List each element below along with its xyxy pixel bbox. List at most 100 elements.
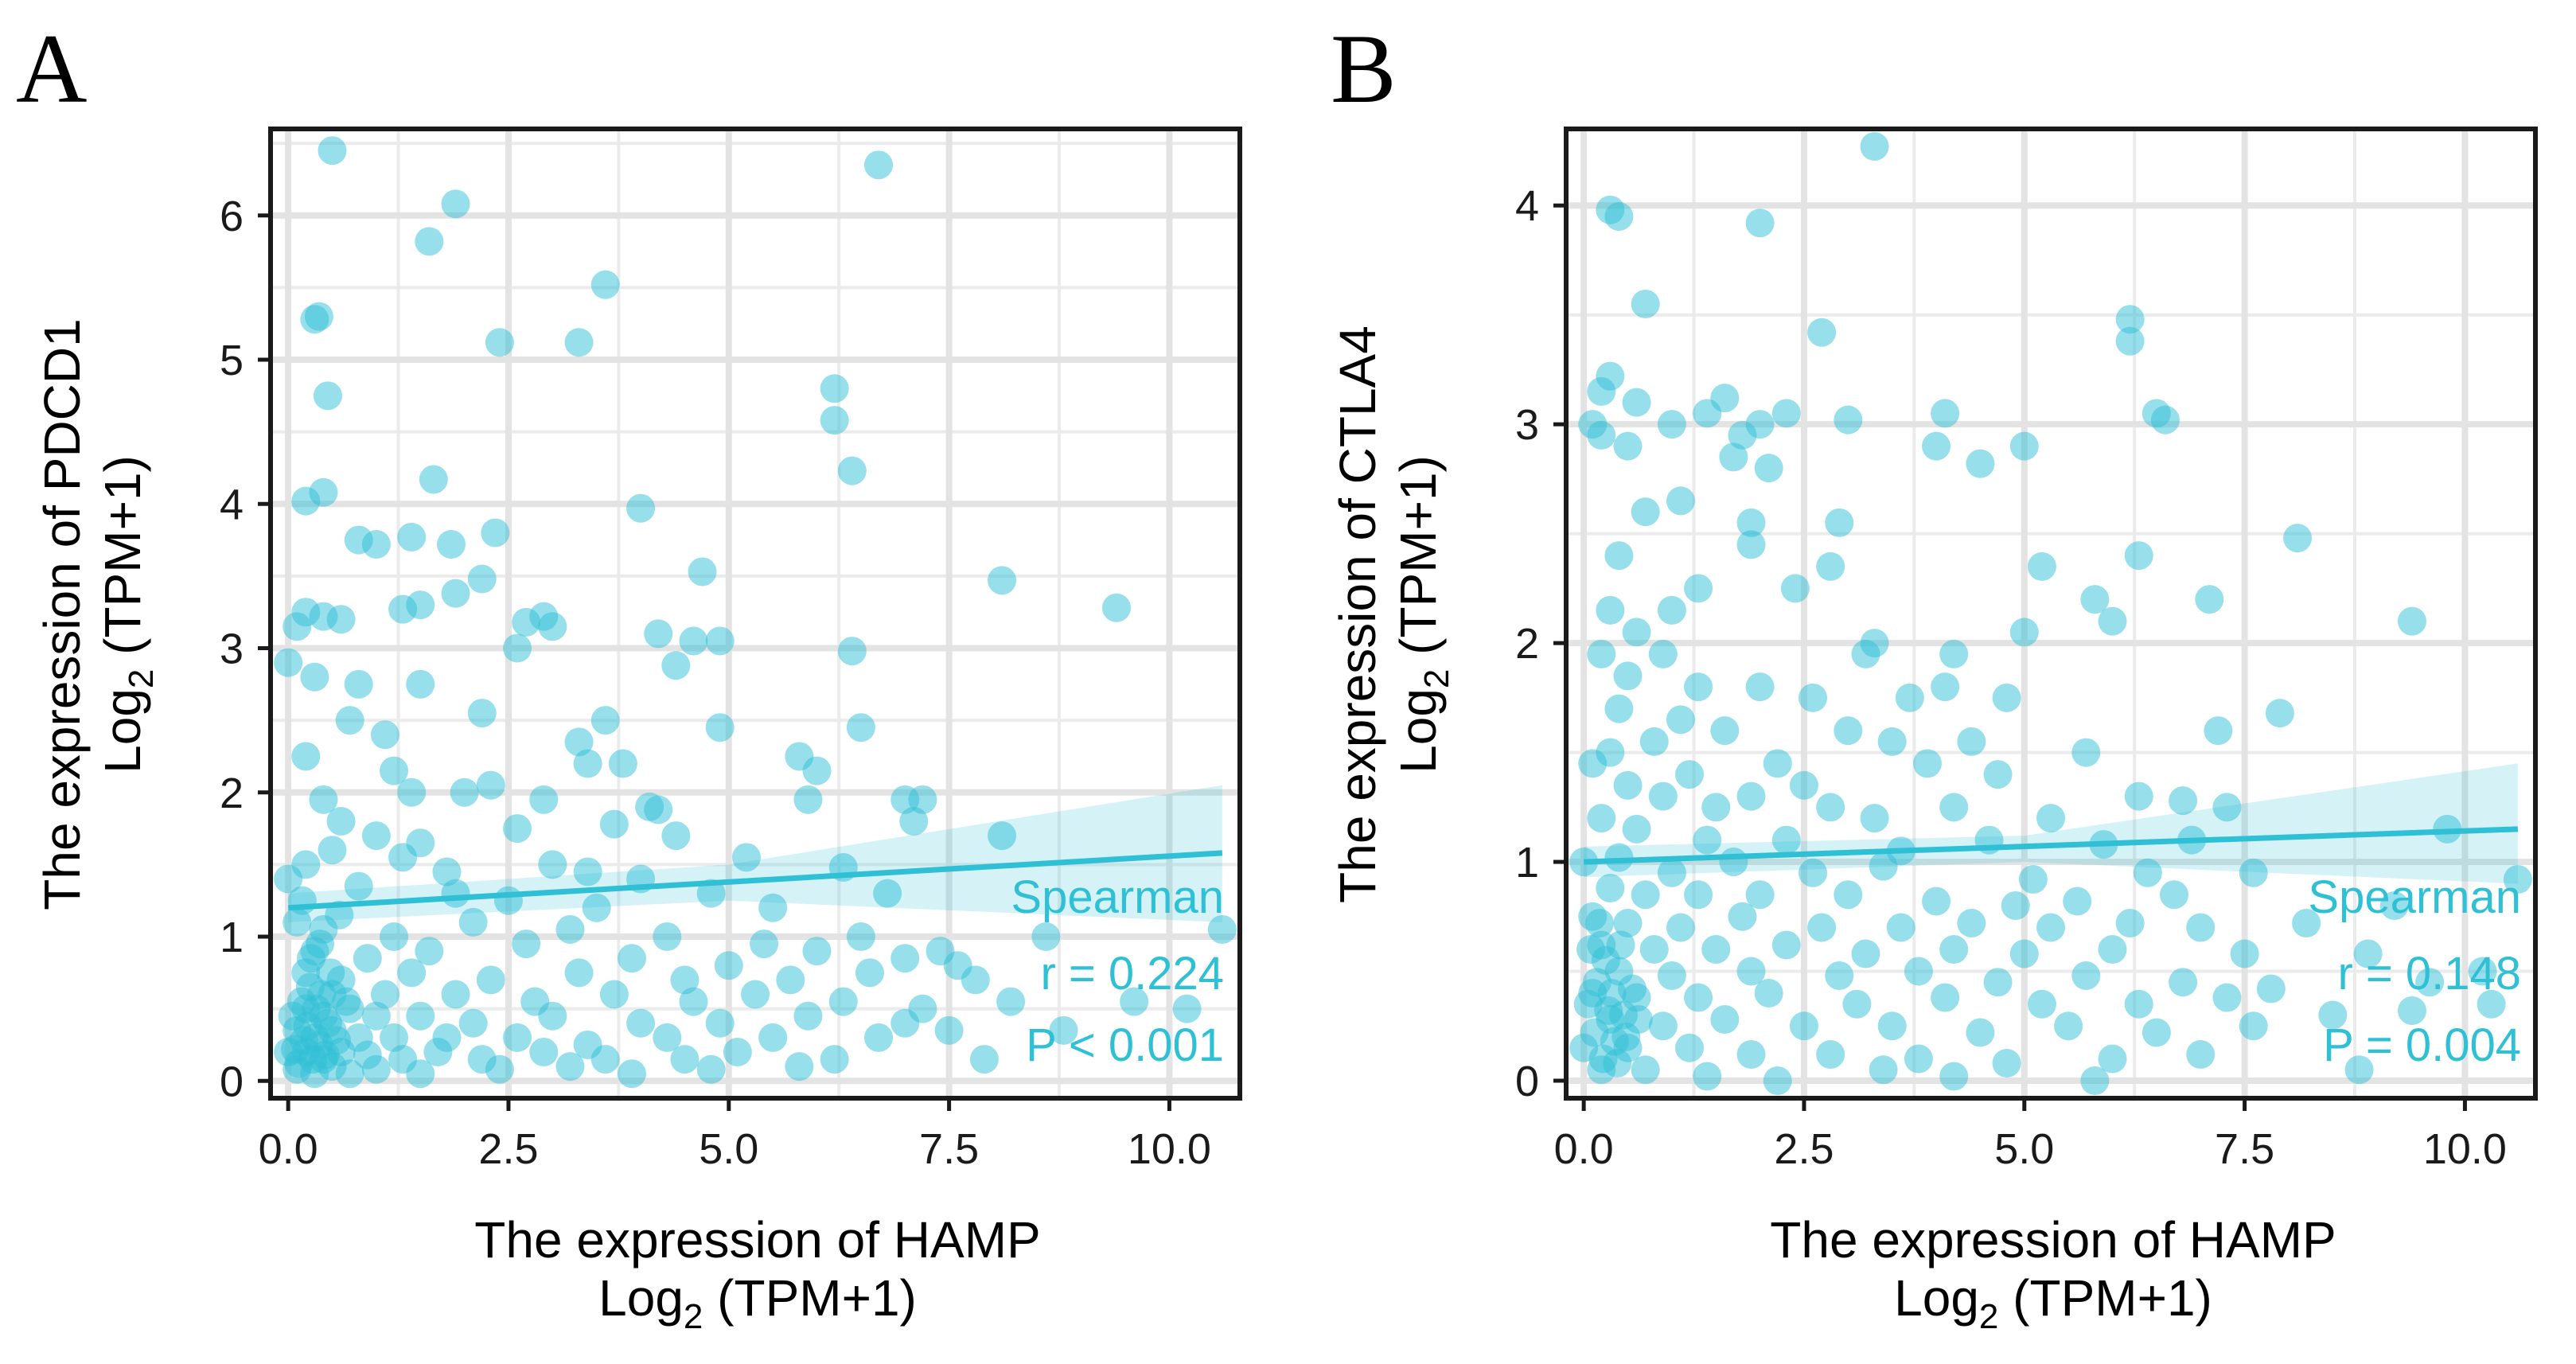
panel-b-data-point [1675, 760, 1705, 789]
panel-b-data-point [1851, 639, 1880, 668]
panel-b-data-point [1895, 683, 1924, 712]
panel-a-data-point [344, 669, 373, 699]
panel-b-plot-border [1564, 127, 2538, 1101]
panel-b-data-point [2204, 716, 2233, 746]
panel-a-ylabel-sub: 2 [122, 669, 161, 688]
panel-a-data-point [397, 522, 427, 551]
panel-a-data-point [741, 980, 770, 1009]
panel-a-data-point [644, 795, 673, 824]
panel-a-data-point [344, 871, 373, 901]
panel-b-data-point [1657, 858, 1686, 887]
panel-b-data-point [1604, 694, 1634, 723]
panel-b-data-point [1992, 1049, 2021, 1078]
panel-b-data-point [1675, 1033, 1705, 1062]
panel-b-data-point [1816, 793, 1845, 822]
panel-a-data-point [388, 843, 418, 872]
panel-a-data-point [503, 633, 532, 663]
panel-b-data-point [1657, 961, 1686, 991]
panel-a-data-point [406, 1001, 435, 1031]
panel-b-data-point [1596, 595, 1625, 625]
panel-a-data-point [441, 579, 470, 608]
panel-a: 0.0 2.5 5.0 7.5 10.0 0 1 2 3 4 5 6 A The expression… [16, 14, 1242, 1336]
panel-b-data-point [1922, 431, 1951, 461]
panel-a-data-point [670, 1045, 700, 1074]
panel-a-data-point [793, 1001, 823, 1031]
panel-a-data-point [608, 749, 637, 778]
panel-a-data-point [485, 328, 514, 357]
panel-b-data-point [1648, 1011, 1678, 1041]
panel-b-data-point [1877, 727, 1907, 756]
panel-b-data-point [1992, 683, 2021, 712]
panel-b-data-point [1684, 983, 1713, 1012]
panel-a-data-point [436, 530, 466, 559]
panel-a-data-point [696, 879, 726, 908]
panel-b-data-point [1807, 913, 1837, 942]
panel-b-data-point [1693, 825, 1722, 855]
panel-b-data-point [1736, 508, 1766, 537]
panel-a-xlabel-log: Log [598, 1269, 684, 1327]
panel-b-data-point [1648, 781, 1678, 811]
panel-a-data-point [573, 749, 602, 778]
panel-b-data-point [1869, 1055, 1898, 1085]
panel-a-data-point [406, 1059, 435, 1089]
panel-b-data-point [1886, 913, 1915, 942]
panel-b-data-point [1631, 289, 1660, 318]
panel-a-x-tick-label: 2.5 [478, 1125, 538, 1173]
panel-a-data-point [564, 958, 594, 988]
panel-b-data-point [1983, 760, 2013, 789]
panel-a-data-point [458, 907, 488, 937]
panel-b-annotation-r: r = 0.148 [2337, 948, 2521, 1000]
panel-a-data-point [626, 1008, 656, 1038]
panel-b-data-point [2169, 786, 2198, 816]
panel-a-annotation-method: Spearman [1011, 871, 1224, 923]
panel-b-data-point [1834, 716, 1863, 746]
panel-a-data-point [467, 564, 497, 594]
panel-a-plot-area: 0.0 2.5 5.0 7.5 10.0 0 1 2 3 4 5 6 [220, 127, 1242, 1173]
panel-b-data-point [1666, 486, 1695, 516]
panel-b-data-point [1966, 449, 1995, 478]
panel-a-data-point [370, 980, 399, 1009]
panel-a-data-point [617, 1059, 646, 1089]
panel-a-data-point [388, 594, 418, 624]
panel-b-x-tick-label: 5.0 [1994, 1125, 2054, 1173]
panel-b-regression-line [1584, 826, 2518, 865]
panel-b-data-point [1939, 793, 1969, 822]
panel-b-data-point [2212, 793, 2242, 822]
panel-b-data-point [1684, 880, 1713, 910]
panel-a-data-point [291, 742, 321, 771]
panel-b-data-point [1754, 979, 1783, 1008]
panel-a-data-point [335, 1059, 364, 1089]
panel-a-data-point [705, 626, 735, 656]
panel-b-data-point [1799, 683, 1828, 712]
panel-b-data-point [2124, 989, 2153, 1019]
panel-a-data-point [300, 662, 329, 692]
panel-a-data-point [802, 937, 832, 966]
panel-b-data-point [1622, 618, 1651, 647]
panel-b-data-point [1728, 902, 1757, 931]
panel-a-plot-border [268, 127, 1242, 1101]
panel-a-data-point [590, 270, 620, 299]
panel-a-data-point [467, 699, 497, 728]
panel-a-data-point [837, 637, 867, 666]
panel-a-x-tick-label: 5.0 [699, 1125, 758, 1173]
panel-b-annotation-p: P = 0.004 [2323, 1019, 2521, 1071]
panel-b-data-point [1842, 989, 1872, 1019]
panel-b-x-tick-label: 0.0 [1554, 1125, 1614, 1173]
panel-a-data-point [318, 136, 347, 166]
panel-a-data-point [274, 648, 303, 677]
panel-b-data-point [1736, 957, 1766, 986]
panel-a-data-point [353, 944, 382, 973]
panel-b-data-point [1684, 574, 1713, 603]
panel-a-data-point [723, 1038, 752, 1066]
panel-b-data-point [2265, 699, 2294, 728]
panel-b-data-point [2080, 585, 2110, 614]
panel-b-data-point [1966, 1018, 1995, 1047]
panel-b-data-point [1710, 716, 1740, 746]
panel-b-data-point [1745, 672, 1775, 702]
panel-b-data-point [2071, 738, 2101, 767]
panel-a-letter: A [16, 14, 88, 123]
panel-b-data-point [1631, 1055, 1660, 1085]
panel-a-xlabel-sub: 2 [684, 1297, 703, 1336]
panel-b-data-point [1904, 957, 1933, 986]
